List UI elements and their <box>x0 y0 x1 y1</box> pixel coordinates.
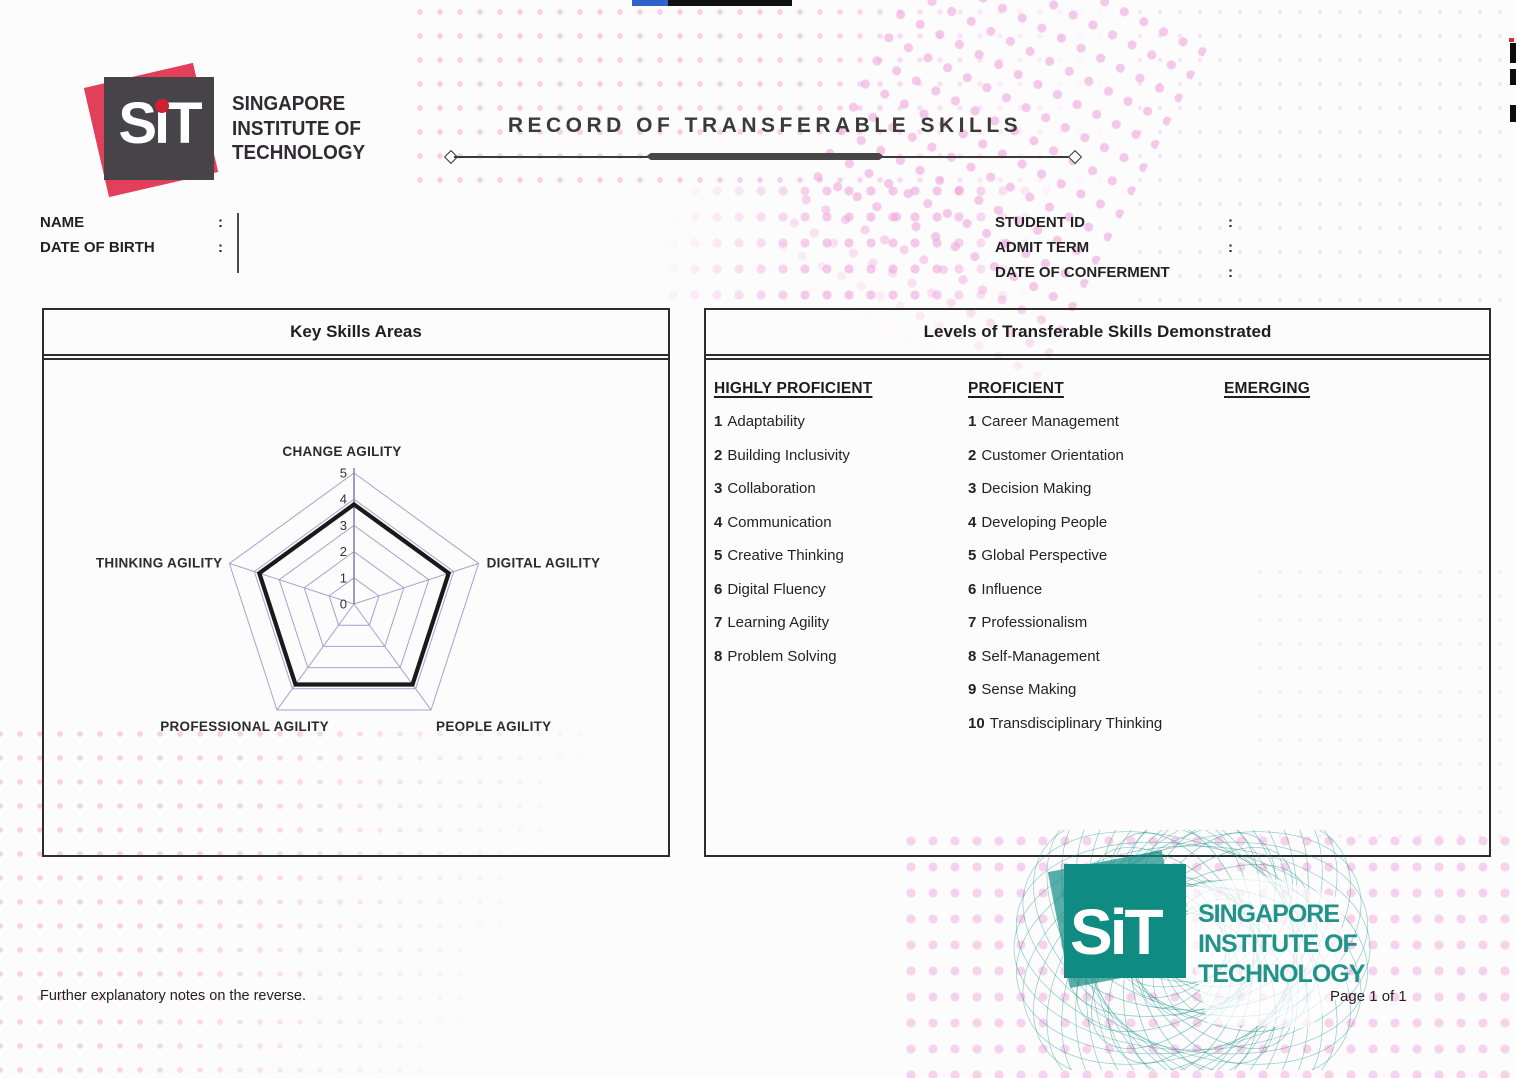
key-skills-panel: Key Skills Areas 0 1 2 3 4 5 CHANGE AGILITY DIG… <box>42 308 670 857</box>
column-highly-proficient: HIGHLY PROFICIENT 1 Adaptability 2 Building… <box>714 360 964 681</box>
skill-list-item: 8 Problem Solving <box>714 647 837 665</box>
scan-artifact-edge-mark <box>1510 105 1516 122</box>
diamond-ornament-right <box>1067 149 1083 165</box>
scan-artifact-top-bar <box>632 0 792 6</box>
skill-list-item: 5 Creative Thinking <box>714 547 844 564</box>
student-id-label: STUDENT ID <box>995 214 1085 231</box>
skill-list-item: 9 Sense Making <box>968 681 1077 698</box>
colon: : <box>1228 214 1233 231</box>
info-row-admit-term: ADMIT TERM : <box>995 235 1233 260</box>
colon: : <box>1228 239 1233 256</box>
info-row-name: NAME : <box>40 210 223 235</box>
scan-artifact-blue-segment <box>632 0 668 6</box>
radar-chart: 0 1 2 3 4 5 CHANGE AGILITY DIGITAL AGILITY PEOPL… <box>96 444 601 734</box>
svg-text:2: 2 <box>340 544 347 559</box>
logo-dark-square: SiT <box>104 77 214 180</box>
svg-text:SINGAPORE: SINGAPORE <box>1198 900 1339 928</box>
colon: : <box>1228 264 1233 281</box>
key-skills-panel-title: Key Skills Areas <box>44 310 668 356</box>
title-block: RECORD OF TRANSFERABLE SKILLS <box>440 114 1090 165</box>
redaction-bar <box>237 213 239 273</box>
skill-list-item: 6 Influence <box>968 580 1043 598</box>
skill-list-item: 5 Global Perspective <box>968 547 1108 564</box>
svg-text:TECHNOLOGY: TECHNOLOGY <box>1198 960 1366 988</box>
levels-panel-body: HIGHLY PROFICIENT 1 Adaptability 2 Building… <box>706 358 1489 855</box>
scan-artifact-red-speck <box>1509 38 1514 42</box>
svg-text:THINKING AGILITY: THINKING AGILITY <box>96 556 223 571</box>
info-row-date-of-birth: DATE OF BIRTH : <box>40 235 223 260</box>
skill-list-item: 6 Digital Fluency <box>714 580 826 598</box>
institute-name: SINGAPORE INSTITUTE OF TECHNOLOGY <box>232 92 434 166</box>
svg-text:CHANGE AGILITY: CHANGE AGILITY <box>282 444 401 459</box>
footer-note: Further explanatory notes on the reverse… <box>40 988 306 1004</box>
date-of-conferment-label: DATE OF CONFERMENT <box>995 264 1170 281</box>
scan-artifact-edge-mark <box>1510 43 1516 63</box>
svg-text:PEOPLE AGILITY: PEOPLE AGILITY <box>436 719 551 734</box>
skill-list-item: 8 Self-Management <box>968 647 1100 665</box>
svg-text:INSTITUTE OF: INSTITUTE OF <box>1198 930 1358 958</box>
info-row-student-id: STUDENT ID : <box>995 210 1233 235</box>
key-skills-panel-body: 0 1 2 3 4 5 CHANGE AGILITY DIGITAL AGILITY PEOPL… <box>44 358 668 855</box>
proficient-header: PROFICIENT <box>968 380 1064 397</box>
institute-name-line: TECHNOLOGY <box>232 141 366 164</box>
levels-panel-title: Levels of Transferable Skills Demonstrat… <box>706 310 1489 356</box>
svg-text:DIGITAL AGILITY: DIGITAL AGILITY <box>487 556 601 571</box>
colon: : <box>218 239 223 256</box>
svg-text:PROFESSIONAL AGILITY: PROFESSIONAL AGILITY <box>160 719 329 734</box>
date-of-birth-label: DATE OF BIRTH <box>40 239 155 256</box>
institute-name-line: INSTITUTE OF <box>232 116 361 140</box>
skill-list-item: 4 Communication <box>714 513 832 531</box>
institute-name-line: SINGAPORE <box>232 92 346 115</box>
admit-term-label: ADMIT TERM <box>995 239 1090 256</box>
skill-list-item: 1 Adaptability <box>714 413 805 430</box>
skill-list-item: 3 Decision Making <box>968 480 1092 497</box>
ornament-center-bar <box>646 153 884 160</box>
halftone-dots-bottom-right <box>900 828 1516 1078</box>
skill-list-item: 3 Collaboration <box>714 480 816 497</box>
halftone-dots-middle <box>640 178 1050 303</box>
student-info-left: NAME : DATE OF BIRTH : <box>40 210 223 260</box>
skill-list-item: 2 Customer Orientation <box>968 446 1124 464</box>
svg-text:SiT: SiT <box>1070 896 1163 968</box>
skill-list-item: 10 Transdisciplinary Thinking <box>968 714 1163 732</box>
skill-list-item: 7 Professionalism <box>968 614 1088 631</box>
skill-list-item: 4 Developing People <box>968 513 1108 531</box>
column-proficient: PROFICIENT 1 Career Management 2 Customer O… <box>968 360 1223 748</box>
skill-list-item: 2 Building Inclusivity <box>714 446 850 464</box>
info-row-date-of-conferment: DATE OF CONFERMENT : <box>995 260 1233 285</box>
svg-text:3: 3 <box>340 518 347 533</box>
levels-panel: Levels of Transferable Skills Demonstrat… <box>704 308 1491 857</box>
sit-guilloche-seal: SiT SINGAPORE INSTITUTE OF TECHNOLOGY <box>1002 769 1392 1078</box>
title-ornament <box>440 149 1090 165</box>
proficient-list: 1 Career Management 2 Customer Orientation 3… <box>968 413 1223 732</box>
skill-list-item: 7 Learning Agility <box>714 614 830 631</box>
name-label: NAME <box>40 214 85 231</box>
skill-list-item: 1 Career Management <box>968 413 1119 430</box>
column-emerging: EMERGING <box>1224 360 1444 413</box>
svg-text:0: 0 <box>340 597 347 612</box>
student-info-right: STUDENT ID : ADMIT TERM : DATE OF CONFER… <box>995 210 1233 285</box>
page-number: Page 1 of 1 <box>1330 988 1407 1005</box>
scan-artifact-edge-mark <box>1510 69 1516 85</box>
svg-text:4: 4 <box>340 492 347 507</box>
svg-text:1: 1 <box>340 570 347 585</box>
colon: : <box>218 214 223 231</box>
highly-proficient-list: 1 Adaptability 2 Building Inclusivity 3 Colla… <box>714 413 964 665</box>
svg-text:5: 5 <box>340 466 347 481</box>
highly-proficient-header: HIGHLY PROFICIENT <box>714 380 873 397</box>
logo-i-dot <box>155 99 169 113</box>
document-title: RECORD OF TRANSFERABLE SKILLS <box>507 114 1023 137</box>
emerging-header: EMERGING <box>1224 380 1310 397</box>
